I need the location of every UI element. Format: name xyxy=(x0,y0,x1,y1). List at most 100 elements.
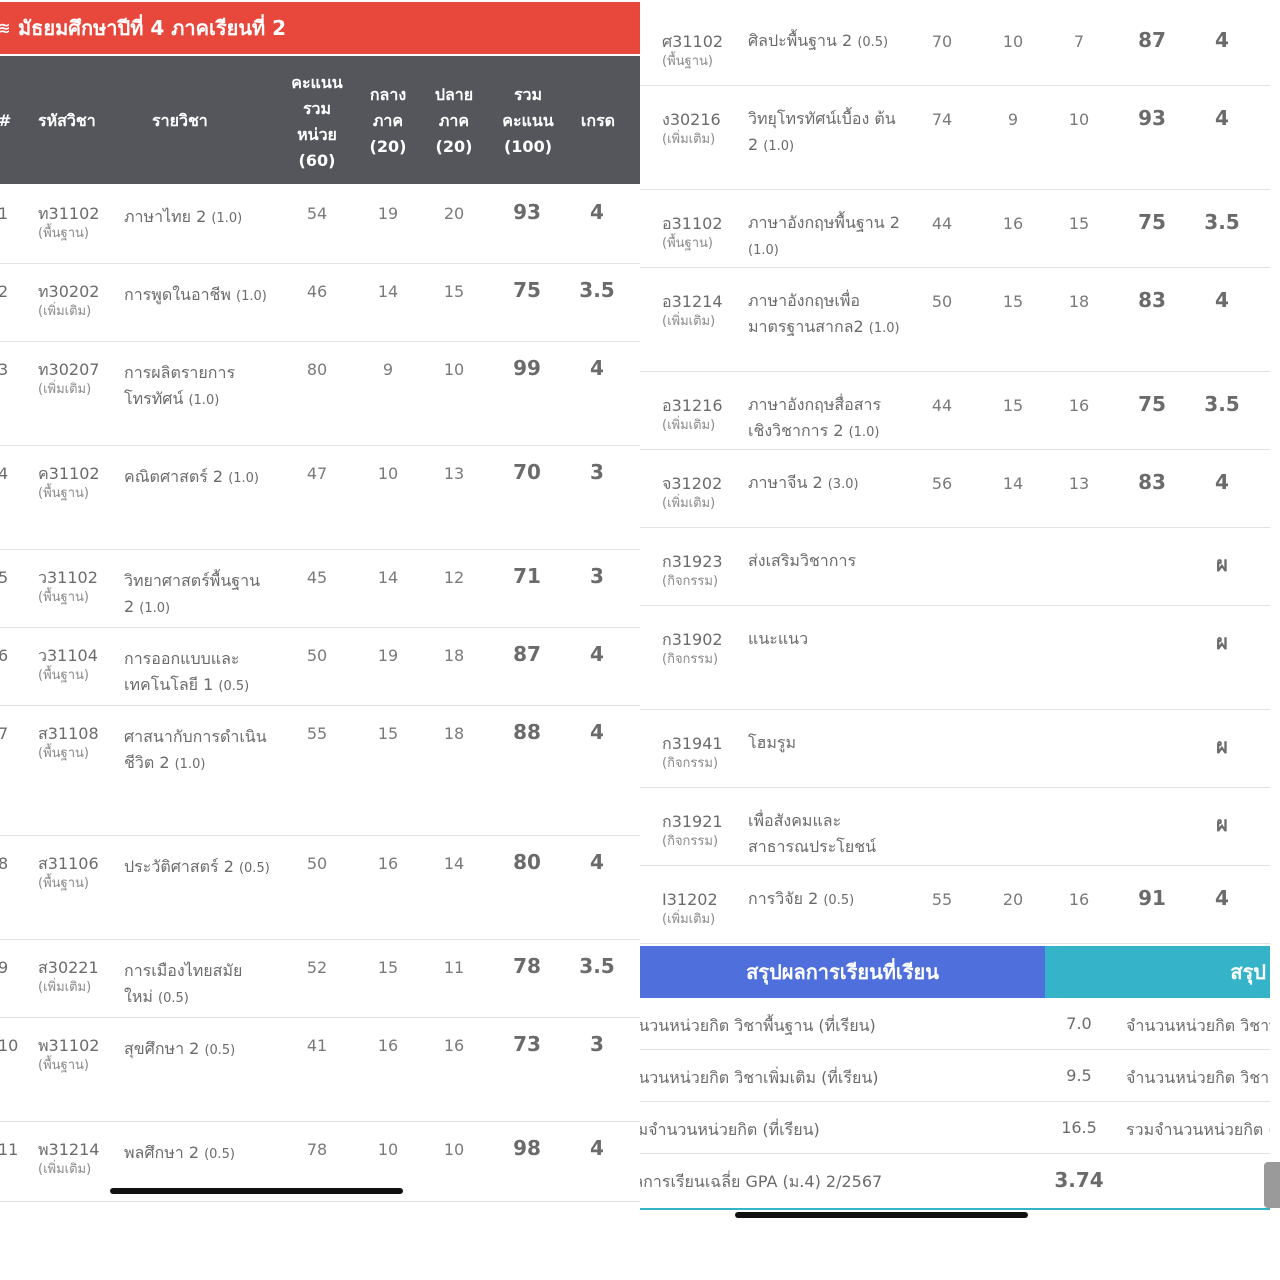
name-text: การออกแบบและ เทคโนโลยี 1 xyxy=(124,649,240,694)
subject-name: การพูดในอาชีพ (1.0) xyxy=(124,282,274,310)
name-text: ภาษาจีน 2 xyxy=(748,473,823,492)
midterm-score: 9 xyxy=(382,360,394,379)
code-text: ว31102 xyxy=(38,568,98,587)
subject-code: I31202 (เพิ่มเติม) xyxy=(662,890,718,930)
code-text: ศ31102 xyxy=(662,32,724,51)
grade: 3.5 xyxy=(579,278,615,302)
grade-row: 10 พ31102 (พื้นฐาน) สุขศึกษา 2 (0.5) 41 16 16 7… xyxy=(0,1018,640,1122)
final-score: 13 xyxy=(1068,474,1090,493)
summary-label-secondary: รวมจำนวนหน่วยกิต ( xyxy=(1126,1120,1270,1139)
subject-name: ส่งเสริมวิชาการ xyxy=(748,548,908,576)
gpa-value: 3.74 xyxy=(1054,1168,1104,1192)
final-score: 18 xyxy=(1068,292,1090,311)
right-screenshot-panel: ศ31102 (พื้นฐาน) ศิลปะพื้นฐาน 2 (0.5) 70 10 7… xyxy=(640,0,1280,1280)
code-text: ก31941 xyxy=(662,734,723,753)
scrollbar-thumb[interactable] xyxy=(1264,1162,1280,1208)
row-number: 3 xyxy=(0,360,9,379)
grade: 3.5 xyxy=(579,954,615,978)
unit-score: 46 xyxy=(306,282,328,301)
subject-type: (เพิ่มเติม) xyxy=(38,304,92,319)
summary-label: จำนวนหน่วยกิต วิชาเพิ่มเติม (ที่เรียน) xyxy=(640,1068,879,1087)
subject-code: ว31104 (พื้นฐาน) xyxy=(38,646,98,686)
row-number: 2 xyxy=(0,282,9,301)
grades-table-header: # รหัสวิชา รายวิชา คะแนน รวม หน่วย (60) … xyxy=(0,56,640,184)
subject-name: พลศึกษา 2 (0.5) xyxy=(124,1140,274,1168)
subject-name: วิทยาศาสตร์พื้นฐาน 2 (1.0) xyxy=(124,568,274,622)
code-text: ก31921 xyxy=(662,812,723,831)
subject-type: (กิจกรรม) xyxy=(662,756,719,771)
code-text: พ31214 xyxy=(38,1140,100,1159)
final-score: 16 xyxy=(1068,396,1090,415)
grade-row: 7 ส31108 (พื้นฐาน) ศาสนากับการดำเนิน ชีวิต … xyxy=(0,706,640,836)
unit-score: 74 xyxy=(931,110,953,129)
summary-label: จำนวนหน่วยกิต วิชาพื้นฐาน (ที่เรียน) xyxy=(640,1016,876,1035)
final-score: 15 xyxy=(443,282,465,301)
total-score: 87 xyxy=(1138,28,1166,52)
grade: 4 xyxy=(590,850,604,874)
name-text: วิทยุโทรทัศน์เบื้อง ต้น 2 xyxy=(748,109,896,154)
unit-score: 78 xyxy=(306,1140,328,1159)
grade-row: 9 ส30221 (เพิ่มเติม) การเมืองไทยสมัย ใหม่ (… xyxy=(0,940,640,1018)
total-score: 99 xyxy=(513,356,541,380)
subject-type: (กิจกรรม) xyxy=(662,834,719,849)
subject-type: (กิจกรรม) xyxy=(662,652,719,667)
code-text: จ31202 xyxy=(662,474,723,493)
name-text: ภาษาอังกฤษสื่อสาร เชิงวิชาการ 2 xyxy=(748,395,882,440)
final-line: ภาค xyxy=(438,111,470,130)
col-unit-score-header: คะแนน รวม หน่วย (60) xyxy=(280,70,354,174)
total-score: 73 xyxy=(513,1032,541,1056)
credit: (1.0) xyxy=(139,601,171,616)
credit: (1.0) xyxy=(236,289,267,304)
summary-row: รวมจำนวนหน่วยกิต (ที่เรียน) 16.5 รวมจำนว… xyxy=(640,1102,1270,1154)
col-grade-header: เกรด xyxy=(580,111,616,130)
subject-code: ง30216 (เพิ่มเติม) xyxy=(662,110,721,150)
subject-name: ประวัติศาสตร์ 2 (0.5) xyxy=(124,854,274,882)
total-score: 75 xyxy=(1138,392,1166,416)
row-number: 9 xyxy=(0,958,9,977)
grade: ผ xyxy=(1216,734,1228,758)
midterm-score: 16 xyxy=(1002,214,1024,233)
unit-score: 56 xyxy=(931,474,953,493)
row-number: 7 xyxy=(0,724,9,743)
subject-name: ศาสนากับการดำเนิน ชีวิต 2 (1.0) xyxy=(124,724,274,778)
semester-header: ≋ มัธยมศึกษาปีที่ 4 ภาคเรียนที่ 2 xyxy=(0,2,640,54)
total-score: 80 xyxy=(513,850,541,874)
final-score: 12 xyxy=(443,568,465,587)
grade: 3.5 xyxy=(1204,392,1240,416)
subject-type: (พื้นฐาน) xyxy=(38,226,89,241)
subject-type: (กิจกรรม) xyxy=(662,574,719,589)
code-text: ท30202 xyxy=(38,282,100,301)
semester-title: มัธยมศึกษาปีที่ 4 ภาคเรียนที่ 2 xyxy=(18,16,287,40)
name-text: ภาษาไทย 2 xyxy=(124,207,207,226)
final-score: 16 xyxy=(1068,890,1090,909)
unit-score: 44 xyxy=(931,396,953,415)
subject-type: (พื้นฐาน) xyxy=(662,54,713,69)
code-text: ท30207 xyxy=(38,360,100,379)
credit: (1.0) xyxy=(848,425,880,440)
grade-row: ก31921 (กิจกรรม) เพื่อสังคมและ สาธารณประโย… xyxy=(640,788,1270,866)
subject-name: ภาษาอังกฤษเพื่อ มาตรฐานสากล2 (1.0) xyxy=(748,288,908,342)
midterm-score: 14 xyxy=(377,568,399,587)
grade: 4 xyxy=(1215,28,1229,52)
unit-score: 54 xyxy=(306,204,328,223)
credit: (0.5) xyxy=(857,35,889,50)
midterm-score: 19 xyxy=(377,204,399,223)
name-text: ส่งเสริมวิชาการ xyxy=(748,551,857,570)
name-text: ภาษาอังกฤษพื้นฐาน 2 xyxy=(748,213,900,232)
left-screenshot-panel: ≋ มัธยมศึกษาปีที่ 4 ภาคเรียนที่ 2 # รหัส… xyxy=(0,2,640,1202)
unit-score-line: รวม xyxy=(302,99,332,118)
col-midterm-header: กลาง ภาค (20) xyxy=(362,82,414,160)
grade: 4 xyxy=(590,1136,604,1160)
subject-code: ท30207 (เพิ่มเติม) xyxy=(38,360,99,400)
grade-row: อ31102 (พื้นฐาน) ภาษาอังกฤษพื้นฐาน 2 (1.0)… xyxy=(640,190,1270,268)
name-text: ศาสนากับการดำเนิน ชีวิต 2 xyxy=(124,727,267,772)
unit-score: 50 xyxy=(306,646,328,665)
final-score: 10 xyxy=(443,1140,465,1159)
subject-name: การเมืองไทยสมัย ใหม่ (0.5) xyxy=(124,958,274,1012)
final-score: 7 xyxy=(1073,32,1085,51)
home-indicator xyxy=(735,1212,1028,1218)
grade-row: จ31202 (เพิ่มเติม) ภาษาจีน 2 (3.0) 56 14 13 83… xyxy=(640,450,1270,528)
col-code-header: รหัสวิชา xyxy=(38,111,96,130)
unit-score: 47 xyxy=(306,464,328,483)
grade: 4 xyxy=(590,642,604,666)
